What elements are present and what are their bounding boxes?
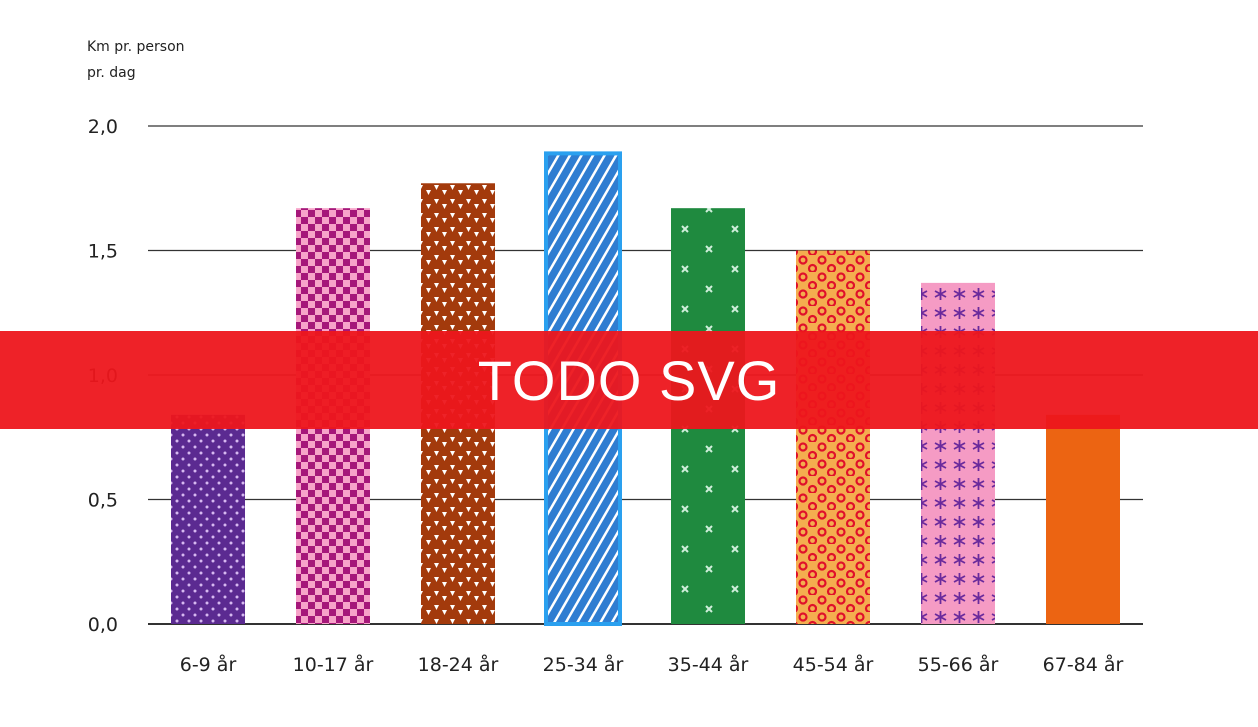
x-tick-label: 10-17 år [293, 653, 374, 676]
banner-text: TODO SVG [477, 348, 781, 412]
x-tick-labels: 6-9 år 10-17 år 18-24 år 25-34 år 35-44 år 45… [180, 653, 1124, 676]
x-tick-label: 55-66 år [918, 653, 999, 676]
x-tick-label: 18-24 år [418, 653, 499, 676]
x-tick-label: 45-54 år [793, 653, 874, 676]
x-tick-label: 35-44 år [668, 653, 749, 676]
y-tick-label: 0,5 [88, 490, 118, 512]
x-tick-label: 6-9 år [180, 653, 237, 676]
bar-6-9-år [171, 414, 245, 624]
y-axis-label-line-2: pr. dag [87, 65, 136, 81]
todo-banner: TODO SVG [0, 331, 1258, 429]
x-tick-label: 67-84 år [1043, 653, 1124, 676]
y-axis-label-line-1: Km pr. person [87, 39, 185, 55]
bar-45-54-år [796, 250, 870, 624]
y-tick-label: 0,0 [88, 614, 118, 636]
x-tick-label: 25-34 år [543, 653, 624, 676]
y-tick-label: 2,0 [88, 116, 118, 138]
y-tick-label: 1,5 [88, 241, 118, 263]
bar-67-84-år [1046, 414, 1120, 624]
